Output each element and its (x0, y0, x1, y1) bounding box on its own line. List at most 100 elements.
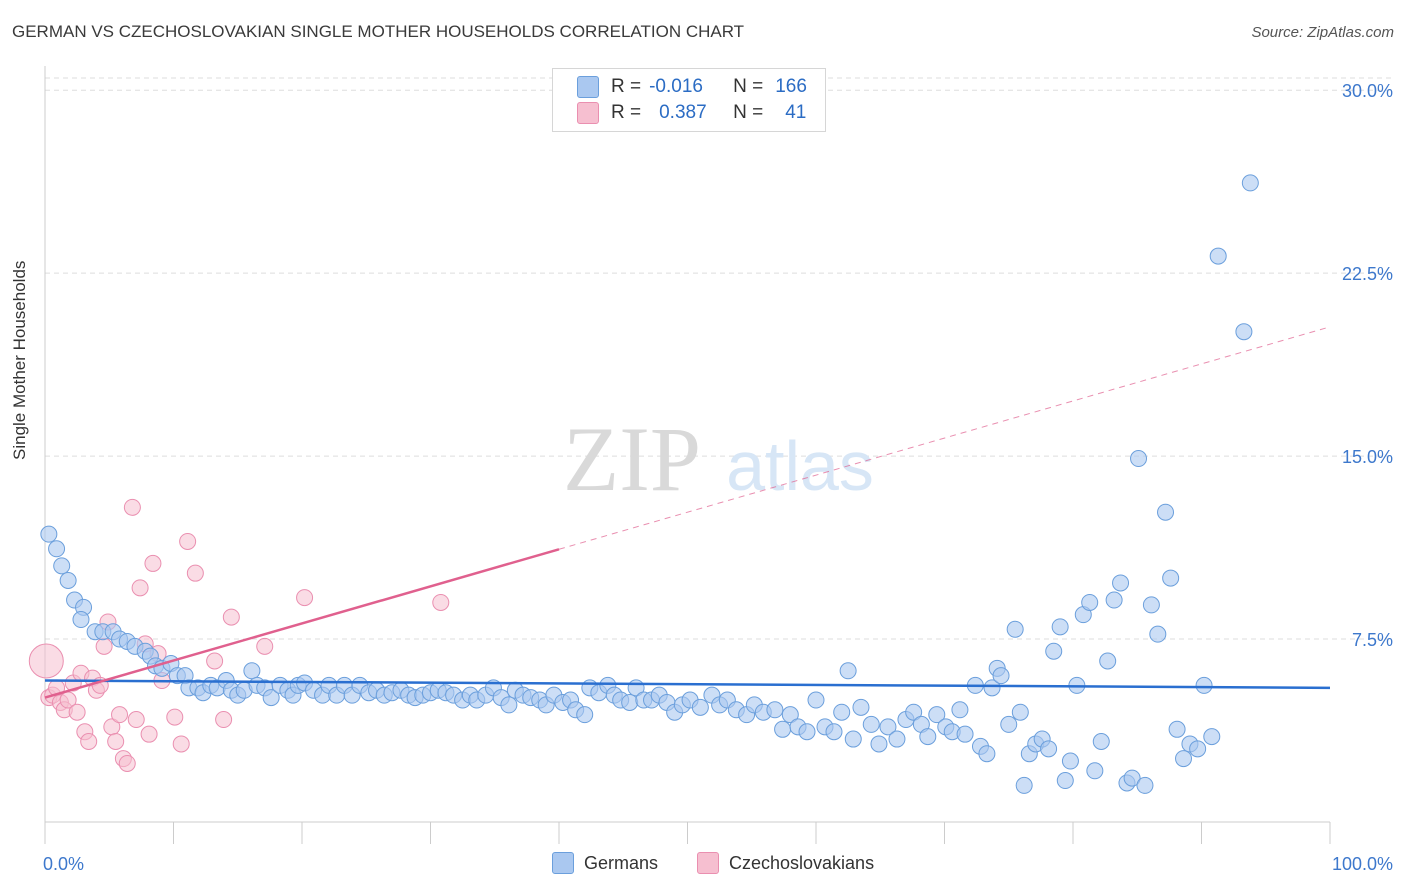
german-point (870, 735, 888, 753)
german-point (243, 662, 261, 680)
german-point (48, 540, 66, 558)
legend-row-germans: R = -0.016 N = 166 (577, 75, 807, 99)
german-point (888, 730, 906, 748)
czech-point (107, 733, 125, 751)
german-point (1081, 593, 1099, 611)
german-point (844, 730, 862, 748)
german-point (72, 611, 90, 629)
czech-point (140, 725, 158, 743)
n-value: 41 (785, 102, 807, 123)
watermark: ZIP atlas (563, 408, 874, 510)
german-point (839, 662, 857, 680)
czech-point (296, 589, 314, 607)
grid-lines (45, 77, 1395, 640)
czech-point (68, 703, 86, 721)
czech-trend-extension (558, 326, 1331, 550)
german-point (621, 693, 639, 711)
german-point (262, 689, 280, 707)
tick-labels: 7.5% 15.0% 22.5% 30.0% 0.0% 100.0% (43, 81, 1393, 874)
czech-point (28, 643, 64, 679)
german-point (1209, 247, 1227, 265)
german-point (1045, 642, 1063, 660)
german-point (978, 745, 996, 763)
german-point (825, 723, 843, 741)
czech-point (127, 711, 145, 729)
trend-lines (44, 326, 1331, 699)
source-label: Source: ZipAtlas.com (1251, 24, 1394, 41)
czech-point (95, 637, 113, 655)
german-point (862, 715, 880, 733)
x-tick-label: 0.0% (43, 854, 84, 874)
czech-point (80, 733, 98, 751)
czech-point (222, 608, 240, 626)
german-point (983, 679, 1001, 697)
german-point (1157, 503, 1175, 521)
german-point (928, 706, 946, 724)
german-trend-line (44, 679, 1331, 690)
r-value: -0.016 (649, 76, 703, 97)
german-point (53, 557, 71, 575)
czech-swatch (577, 102, 599, 124)
chart-title: GERMAN VS CZECHOSLOVAKIAN SINGLE MOTHER … (12, 22, 745, 41)
german-point (1162, 569, 1180, 587)
czech-point (166, 708, 184, 726)
german-point (1130, 450, 1148, 468)
german-point (766, 701, 784, 719)
german-point (951, 701, 969, 719)
german-point (1195, 676, 1213, 694)
germans-swatch (577, 76, 599, 98)
r-label: R = (611, 102, 642, 123)
y-tick-label: 7.5% (1352, 630, 1393, 650)
german-point (1203, 728, 1221, 746)
german-point (781, 706, 799, 724)
czech-point (256, 637, 274, 655)
germans-legend-label: Germans (584, 852, 659, 873)
german-point (833, 703, 851, 721)
n-label: N = (733, 102, 764, 123)
german-point (576, 706, 594, 724)
german-point (1149, 625, 1167, 643)
legend-item-czech[interactable]: Czechoslovakians (697, 852, 874, 874)
german-point (852, 698, 870, 716)
n-label: N = (733, 76, 764, 97)
german-point (1051, 618, 1069, 636)
czech-point (123, 498, 141, 516)
czech-point (206, 652, 224, 670)
czech-point (179, 532, 197, 550)
german-point (691, 698, 709, 716)
czech-point (186, 564, 204, 582)
german-point (1099, 652, 1117, 670)
german-point (40, 525, 58, 543)
german-point (1142, 596, 1160, 614)
x-tick-label: 100.0% (1332, 854, 1393, 874)
czech-point (215, 711, 233, 729)
german-point (1241, 174, 1259, 192)
correlation-legend: R = -0.016 N = 166 R = 0.387 N = 41 (552, 68, 826, 132)
german-point (1175, 750, 1193, 768)
czech-points (28, 498, 450, 772)
r-label: R = (611, 76, 642, 97)
legend-row-czech: R = 0.387 N = 41 (577, 101, 806, 125)
n-value: 166 (775, 76, 807, 97)
german-point (1040, 740, 1058, 758)
germans-legend-swatch (552, 852, 574, 874)
german-point (919, 728, 937, 746)
german-point (1015, 776, 1033, 794)
german-point (956, 725, 974, 743)
r-value: 0.387 (659, 102, 707, 123)
czech-point (432, 593, 450, 611)
german-point (500, 696, 518, 714)
german-point (1056, 772, 1074, 790)
german-point (1000, 715, 1018, 733)
german-point (992, 667, 1010, 685)
german-point (1123, 769, 1141, 787)
german-point (1136, 776, 1154, 794)
german-point (1168, 720, 1186, 738)
czech-legend-swatch (697, 852, 719, 874)
y-tick-label: 22.5% (1342, 264, 1393, 284)
legend-item-germans[interactable]: Germans (552, 852, 658, 874)
watermark-atlas: atlas (726, 427, 874, 505)
czech-point (118, 754, 136, 772)
german-point (798, 723, 816, 741)
